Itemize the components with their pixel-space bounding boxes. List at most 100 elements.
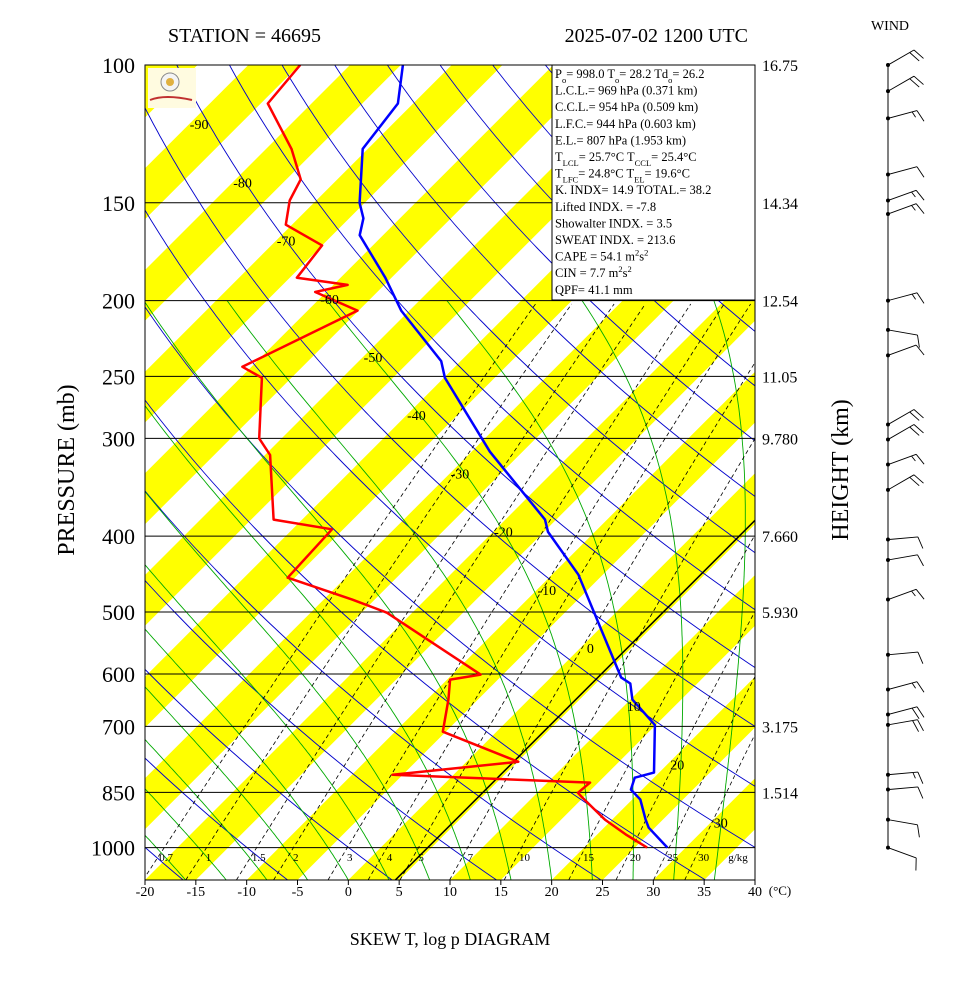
wind-level [886, 713, 890, 717]
mixing-ratio-label: 20 [630, 852, 642, 864]
info-segment: K. INDX= 14.9 TOTAL.= 38.2 [555, 183, 711, 197]
info-line: K. INDX= 14.9 TOTAL.= 38.2 [555, 183, 711, 197]
wind-level [886, 463, 890, 467]
info-line: SWEAT INDX. = 213.6 [555, 233, 675, 247]
mixing-ratio-label: 7 [468, 852, 474, 864]
wind-level [886, 353, 890, 357]
info-segment: Lifted INDX. = -7.8 [555, 200, 656, 214]
x-axis-title: SKEW T, log p DIAGRAM [350, 929, 551, 949]
info-segment: = 26.2 [672, 67, 704, 81]
x-tick-label: -10 [237, 885, 256, 900]
info-segment: 2 [644, 248, 648, 258]
info-segment: = 28.2 Td [619, 67, 669, 81]
x-tick-label: 20 [545, 885, 559, 900]
info-segment: L.F.C.= 944 hPa (0.603 km) [555, 117, 696, 131]
x-tick-label: 5 [396, 885, 403, 900]
wind-level [886, 788, 890, 792]
y-tick-label: 100 [102, 53, 135, 78]
mixing-ratio-label: 2 [293, 852, 299, 864]
x-tick-label: 30 [646, 885, 660, 900]
wind-level [886, 89, 890, 93]
y-tick-label: 700 [102, 714, 135, 739]
info-segment: CIN = 7.7 m [555, 266, 619, 280]
y-tick-label: 500 [102, 600, 135, 625]
info-line: QPF= 41.1 mm [555, 283, 633, 297]
isotherm-label: 20 [670, 758, 684, 773]
y-tick-label: 400 [102, 524, 135, 549]
y2-tick-label: 7.660 [762, 529, 798, 546]
info-segment: = 25.7°C T [579, 150, 635, 164]
x-tick-label: 25 [596, 885, 610, 900]
logo-center [166, 78, 174, 86]
info-segment: E.L.= 807 hPa (1.953 km) [555, 133, 686, 147]
wind-level [886, 172, 890, 176]
wind-level [886, 438, 890, 442]
mixing-ratio-unit: g/kg [728, 852, 748, 864]
info-line: E.L.= 807 hPa (1.953 km) [555, 133, 686, 147]
y2-tick-label: 12.54 [762, 294, 798, 311]
x-tick-label: 15 [494, 885, 508, 900]
x-tick-label: 0 [345, 885, 352, 900]
y2-axis-title: HEIGHT (km) [828, 399, 854, 541]
wind-level [886, 598, 890, 602]
isotherm-label: -50 [364, 351, 383, 366]
info-segment: = 998.0 T [566, 67, 615, 81]
info-segment: P [555, 67, 562, 81]
y-tick-label: 1000 [91, 836, 135, 861]
station-title: STATION = 46695 [168, 25, 321, 47]
y-tick-label: 200 [102, 289, 135, 314]
x-tick-label: 35 [697, 885, 711, 900]
y2-tick-label: 5.930 [762, 605, 798, 622]
y2-tick-label: 3.175 [762, 719, 798, 736]
y2-tick-label: 9.780 [762, 431, 798, 448]
isotherm-label: -70 [277, 235, 296, 250]
x-unit: (°C) [769, 883, 792, 898]
x-tick-label: 40 [748, 885, 762, 900]
wind-level [886, 423, 890, 427]
x-tick-label: -5 [292, 885, 304, 900]
y2-tick-label: 11.05 [762, 369, 797, 386]
y2-tick-label: 14.34 [762, 196, 798, 213]
mixing-ratio-label: 10 [519, 852, 531, 864]
isotherm-label: 30 [714, 817, 728, 832]
isotherm-label: -10 [538, 584, 557, 599]
y-tick-label: 600 [102, 662, 135, 687]
info-segment: = 25.4°C [651, 150, 696, 164]
info-segment: = 19.6°C [645, 167, 690, 181]
wind-level [886, 558, 890, 562]
wind-level [886, 723, 890, 727]
info-line: C.C.L.= 954 hPa (0.509 km) [555, 100, 698, 114]
y-tick-label: 300 [102, 426, 135, 451]
mixing-ratio-label: 5 [418, 852, 424, 864]
x-tick-label: -20 [136, 885, 155, 900]
wind-level [886, 846, 890, 850]
y-tick-label: 150 [102, 191, 135, 216]
wind-level [886, 299, 890, 303]
x-tick-label: -15 [186, 885, 205, 900]
y2-tick-label: 1.514 [762, 785, 798, 802]
info-segment: CAPE = 54.1 m [555, 250, 635, 264]
info-segment: L.C.L.= 969 hPa (0.371 km) [555, 84, 697, 98]
info-segment: Showalter INDX. = 3.5 [555, 216, 672, 230]
info-line: L.F.C.= 944 hPa (0.603 km) [555, 117, 696, 131]
info-segment: QPF= 41.1 mm [555, 283, 633, 297]
mixing-ratio-label: 1.5 [252, 852, 266, 864]
date-title: 2025-07-02 1200 UTC [565, 25, 748, 47]
mixing-ratio-label: 0.7 [159, 852, 173, 864]
isotherm-label: -60 [320, 293, 339, 308]
isotherm-label: -30 [451, 467, 470, 482]
mixing-ratio-label: 30 [698, 852, 710, 864]
isotherm-label: -20 [494, 526, 513, 541]
info-segment: = 24.8°C T [578, 167, 634, 181]
wind-level [886, 773, 890, 777]
info-segment: SWEAT INDX. = 213.6 [555, 233, 675, 247]
wind-level [886, 538, 890, 542]
info-line: L.C.L.= 969 hPa (0.371 km) [555, 84, 697, 98]
mixing-ratio-label: 4 [387, 852, 393, 864]
wind-level [886, 653, 890, 657]
isotherm-label: -40 [407, 409, 426, 424]
isotherm-label: 10 [627, 700, 641, 715]
y-axis-title: PRESSURE (mb) [54, 384, 80, 555]
info-line: Lifted INDX. = -7.8 [555, 200, 656, 214]
